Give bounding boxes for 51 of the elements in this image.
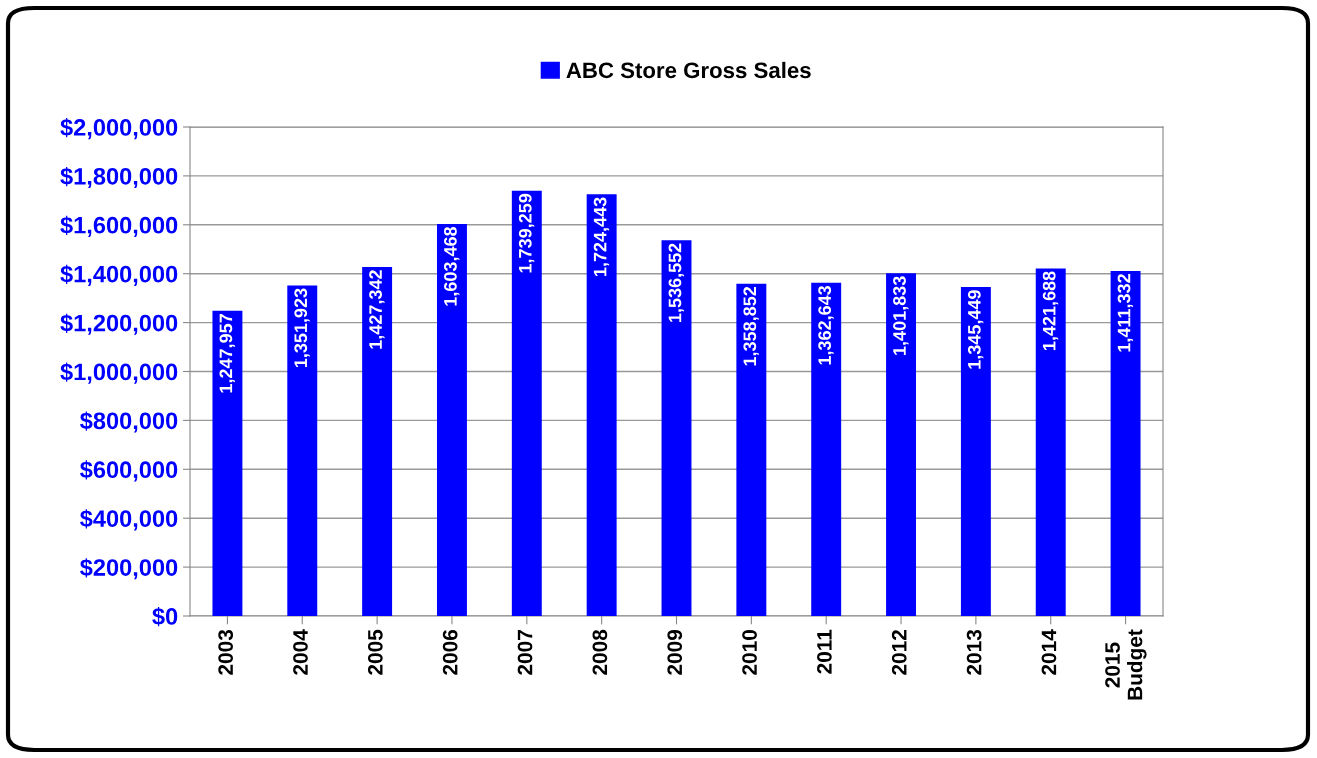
y-tick-label: $1,200,000: [60, 313, 178, 335]
x-tick-label: 2012: [891, 630, 907, 675]
y-tick-label: $200,000: [80, 558, 178, 580]
bar: [1035, 268, 1066, 616]
x-tick-label: 2004: [293, 629, 308, 675]
x-tick-label: 2006: [442, 629, 458, 675]
data-label: 1,362,643: [818, 285, 834, 365]
x-tick-label: 2008: [592, 629, 608, 675]
y-tick-label: $1,400,000: [60, 264, 178, 286]
data-label: 1,401,833: [893, 276, 909, 355]
x-tick-label: 2009: [667, 629, 683, 675]
x-tick-label: 2015 Budget: [1105, 629, 1147, 700]
bar: [661, 240, 692, 616]
bar: [436, 223, 467, 616]
y-tick-label: $1,600,000: [60, 215, 178, 238]
bar: [960, 287, 991, 616]
bar: [736, 283, 767, 616]
y-tick-label: $2,000,000: [60, 118, 178, 140]
x-tick-label: 2005: [367, 629, 383, 675]
bar: [1110, 270, 1141, 616]
x-tick-label: 2010: [742, 630, 757, 675]
y-tick-label: $600,000: [80, 460, 178, 482]
bar: [362, 267, 393, 616]
bar: [287, 285, 318, 616]
bar: [511, 190, 542, 616]
data-label: 1,358,852: [743, 286, 759, 366]
bar: [811, 282, 842, 616]
y-tick-label: $800,000: [80, 411, 178, 433]
data-label: 1,739,259: [518, 193, 535, 273]
y-tick-label: $400,000: [80, 509, 178, 531]
x-tick-label: 2014: [1041, 629, 1057, 675]
data-label: 1,603,468: [444, 226, 460, 306]
bar: [212, 310, 243, 616]
data-label: 1,411,332: [1117, 274, 1134, 352]
x-tick-label: 2013: [966, 629, 982, 675]
x-tick-label: 2007: [517, 630, 533, 675]
legend-label: ABC Store Gross Sales: [566, 61, 811, 79]
y-tick-label: $1,000,000: [60, 362, 178, 384]
data-label: 1,351,923: [294, 288, 310, 368]
data-label: 1,345,449: [967, 290, 984, 369]
y-tick-label: $0: [152, 607, 178, 627]
data-label: 1,421,688: [1042, 271, 1059, 351]
x-tick-label: 2011: [817, 629, 832, 674]
bar: [886, 273, 917, 616]
data-label: 1,247,957: [219, 314, 235, 393]
x-tick-label: 2003: [218, 629, 234, 675]
data-label: 1,427,342: [369, 270, 385, 349]
y-tick-label: $1,800,000: [60, 166, 178, 189]
data-label: 1,724,443: [593, 197, 610, 276]
bar: [586, 194, 617, 616]
data-label: 1,536,552: [668, 243, 684, 322]
